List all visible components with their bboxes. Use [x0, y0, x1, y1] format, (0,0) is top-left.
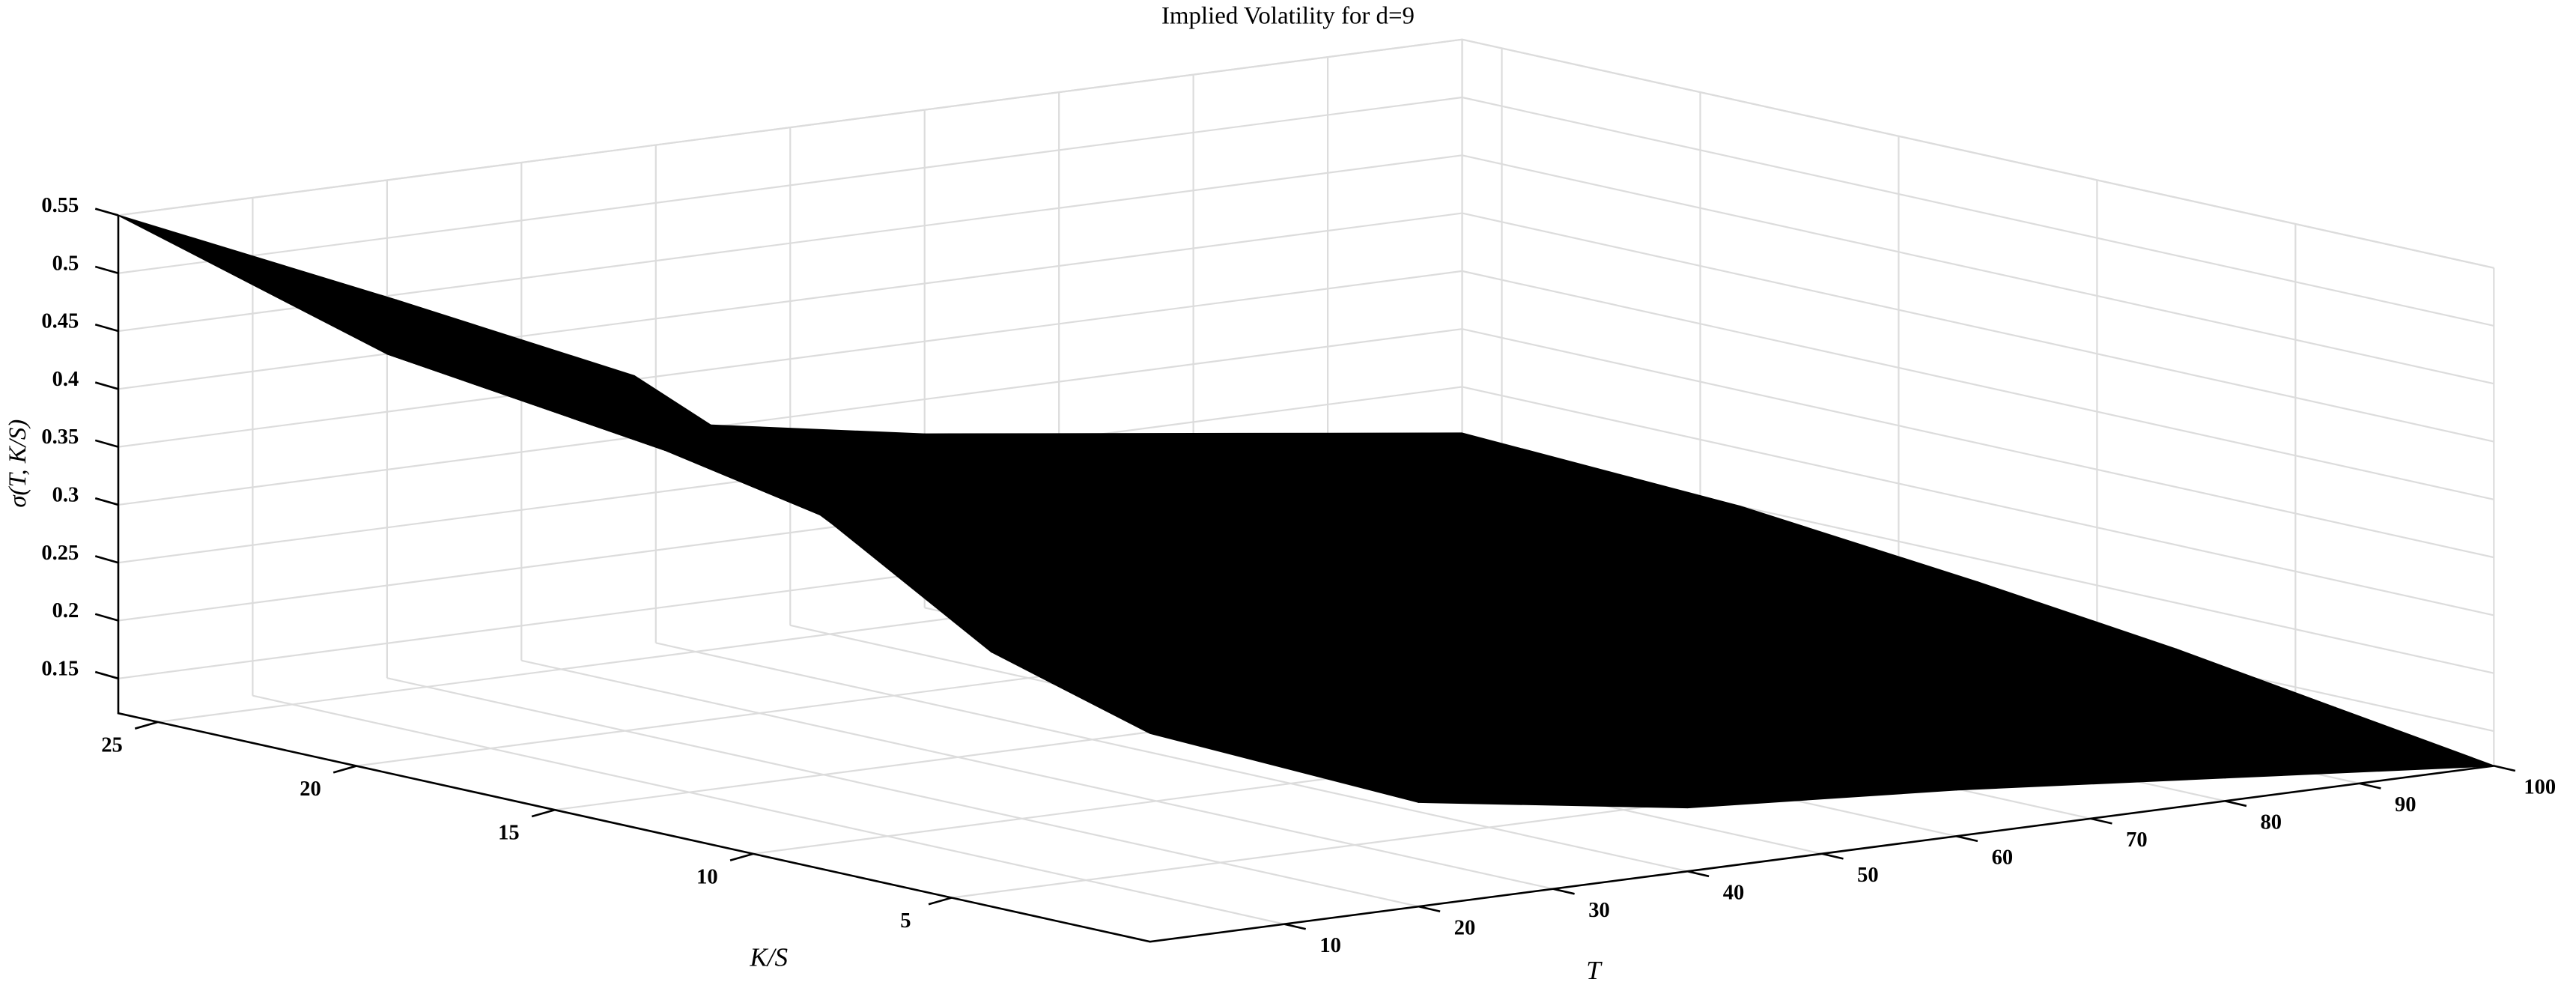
tick-mark: [2090, 817, 2112, 825]
x-tick-label: 30: [1588, 899, 1610, 922]
y-axis-label: K/S: [749, 942, 788, 972]
tick-mark: [332, 765, 357, 774]
z-tick-label: 0.5: [52, 252, 79, 275]
z-tick-label: 0.15: [41, 657, 79, 680]
tick-mark: [94, 497, 119, 506]
tick-mark: [531, 808, 556, 818]
tick-mark: [1821, 852, 1844, 860]
tick-mark: [94, 265, 119, 275]
tick-mark: [1687, 870, 1710, 878]
grid-line: [1462, 270, 2494, 500]
x-tick-label: 100: [2524, 776, 2556, 799]
z-tick-label: 0.45: [41, 310, 79, 333]
x-tick-label: 50: [1857, 864, 1879, 887]
surface-patch: [118, 214, 666, 451]
tick-mark: [2359, 782, 2381, 790]
z-axis-label: σ(T, K/S): [4, 419, 31, 508]
y-tick-label: 5: [900, 909, 911, 933]
x-tick-label: 90: [2395, 793, 2416, 816]
x-tick-label: 70: [2126, 828, 2148, 852]
z-tick-label: 0.4: [52, 368, 79, 391]
tick-mark: [134, 721, 159, 730]
y-tick-label: 15: [498, 822, 520, 845]
z-tick-label: 0.35: [41, 425, 79, 449]
tick-mark: [94, 613, 119, 622]
tick-mark: [1418, 905, 1441, 913]
z-tick-label: 0.55: [41, 194, 79, 217]
chart-title: Implied Volatility for d=9: [1161, 3, 1415, 30]
tick-mark: [94, 323, 119, 333]
grid-line: [252, 694, 1285, 925]
tick-mark: [94, 670, 119, 680]
y-tick-label: 10: [696, 865, 718, 888]
grid-line: [1462, 328, 2494, 559]
z-tick-label: 0.3: [52, 484, 79, 507]
tick-mark: [94, 439, 119, 448]
tick-mark: [1284, 923, 1306, 930]
x-tick-label: 80: [2261, 811, 2282, 834]
tick-mark: [94, 381, 119, 390]
surface-patch: [990, 651, 1420, 803]
y-tick-label: 25: [101, 733, 123, 757]
tick-mark: [94, 207, 119, 216]
tick-mark: [928, 897, 953, 906]
grid-line: [1462, 386, 2494, 616]
grid-line: [1462, 154, 2494, 385]
y-tick-label: 20: [300, 778, 321, 801]
tick-mark: [1552, 888, 1575, 895]
tick-mark: [1956, 835, 1978, 843]
tick-mark: [2494, 765, 2516, 772]
tick-mark: [729, 852, 754, 861]
tick-mark: [94, 555, 119, 564]
grid-line: [521, 659, 1554, 890]
grid-line: [1462, 96, 2494, 327]
z-tick-label: 0.2: [52, 599, 79, 622]
x-tick-label: 60: [1992, 846, 2014, 870]
tick-mark: [2225, 800, 2247, 807]
x-tick-label: 20: [1454, 916, 1476, 939]
z-tick-label: 0.25: [41, 542, 79, 565]
x-axis-label: T: [1586, 956, 1603, 985]
x-tick-label: 40: [1723, 882, 1745, 905]
x-tick-label: 10: [1319, 934, 1341, 957]
grid-line: [1462, 212, 2494, 443]
grid-line: [386, 677, 1419, 908]
grid-line: [655, 642, 1688, 873]
